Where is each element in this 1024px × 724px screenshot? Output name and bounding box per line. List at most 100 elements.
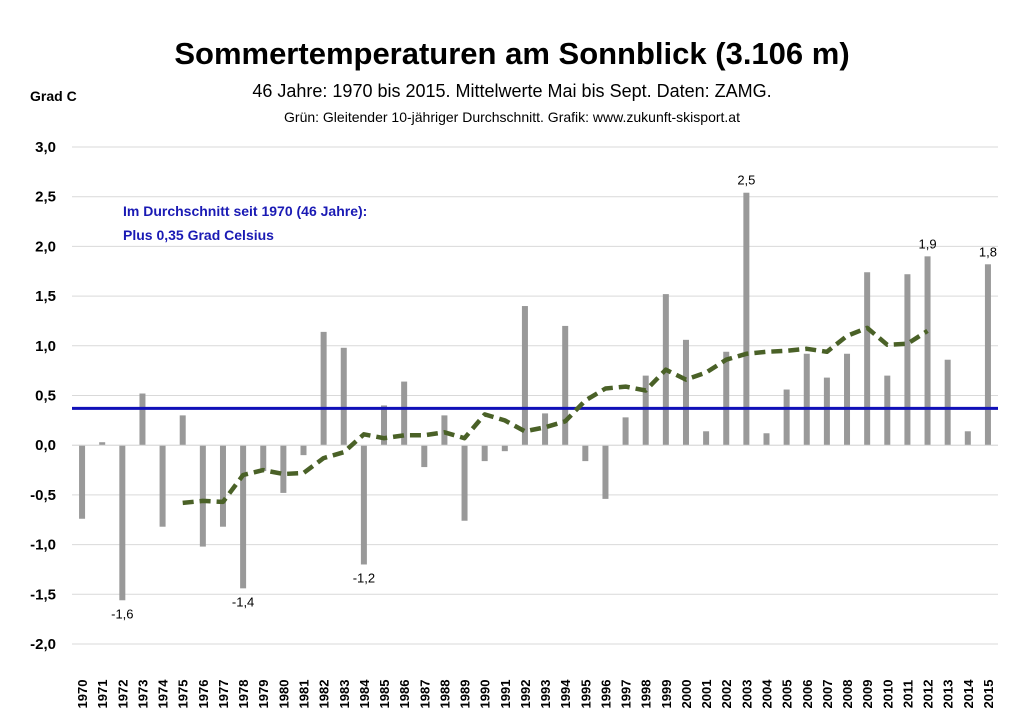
bar-2006 [803,353,810,446]
y-tick-label: -0,5 [30,487,56,504]
x-tick-label: 1996 [598,680,613,709]
y-axis-label: Grad C [30,88,77,104]
bar-1995 [582,445,589,462]
bar-1997 [622,417,629,446]
x-tick-label: 2008 [840,680,855,709]
bar-1991 [501,445,508,452]
bar-1987 [421,445,428,468]
x-tick-label: 1985 [377,680,392,709]
bar-1975 [179,415,186,446]
bar-2015 [984,264,991,446]
x-tick-label: 1993 [538,680,553,709]
data-label-2003: 2,5 [737,173,755,188]
bar-1979 [260,445,267,472]
x-tick-label: 2014 [961,679,976,709]
x-tick-label: 1992 [518,680,533,709]
y-tick-label: 3,0 [35,139,56,156]
bar-1984 [360,445,367,565]
y-tick-label: 1,0 [35,338,56,355]
y-tick-label: 0,5 [35,388,56,405]
x-tick-label: 1972 [115,680,130,709]
x-tick-label: 2004 [760,679,775,709]
x-tick-label: 2006 [800,680,815,709]
x-tick-label: 2013 [941,680,956,709]
data-label-1972: -1,6 [111,606,133,621]
average-annotation-line-2: Plus 0,35 Grad Celsius [123,227,274,243]
bar-2002 [723,351,730,446]
bar-1990 [481,445,488,462]
x-tick-label: 1977 [216,680,231,709]
bar-1973 [139,393,146,446]
x-tick-label: 1997 [619,680,634,709]
x-tick-label: 2003 [739,680,754,709]
bar-2003 [743,192,750,446]
bar-1989 [461,445,468,521]
x-tick-label: 1982 [317,680,332,709]
gridlines [72,146,998,645]
x-tick-label: 1999 [659,680,674,709]
x-tick-label: 2015 [981,680,996,709]
bar-1970 [79,445,86,519]
x-tick-label: 1978 [236,680,251,709]
y-tick-label: -2,0 [30,636,56,653]
bar-1994 [562,325,569,446]
y-tick-label: 2,5 [35,189,56,206]
x-tick-label: 1971 [95,680,110,709]
chart-subtitle-2: Grün: Gleitender 10-jähriger Durchschnit… [284,109,740,125]
bar-2008 [844,353,851,446]
y-tick-label: 0,0 [35,437,56,454]
x-tick-label: 2012 [921,680,936,709]
data-label-2012: 1,9 [919,236,937,251]
bar-1981 [300,445,307,456]
x-tick-label: 2010 [880,680,895,709]
bar-1971 [99,442,106,446]
x-tick-label: 1975 [176,680,191,709]
bar-1983 [340,347,347,446]
bar-2005 [783,389,790,446]
bar-1980 [280,445,287,493]
x-tick-label: 2011 [900,680,915,708]
x-tick-label: 1986 [397,680,412,709]
x-tick-label: 1981 [297,680,312,709]
bar-1992 [521,306,528,446]
bar-1976 [199,445,206,547]
moving-average-line [182,325,929,506]
data-label-1984: -1,2 [353,570,375,585]
x-tick-label: 2000 [679,680,694,709]
y-tick-label: 2,0 [35,238,56,255]
bar-2010 [884,375,891,446]
bar-series [79,192,991,601]
x-tick-label: 2009 [860,680,875,709]
x-axis-ticks: 1970 1971 1972 1973 1974 1975 1976 1977 1978 1979… [75,679,996,709]
bar-1974 [159,445,166,527]
bar-1998 [642,375,649,446]
bar-2009 [864,272,871,446]
x-tick-label: 1991 [498,680,513,709]
bar-2011 [904,274,911,446]
bar-2004 [763,433,770,446]
bar-2007 [823,377,830,446]
x-tick-label: 1987 [417,680,432,709]
bar-2000 [682,339,689,446]
bar-1986 [401,381,408,446]
data-label-2015: 1,8 [979,244,997,259]
x-tick-label: 1988 [437,680,452,709]
x-tick-label: 2007 [820,680,835,709]
x-tick-label: 1995 [578,680,593,709]
bar-1978 [240,445,247,589]
x-tick-label: 1979 [256,680,271,709]
x-tick-label: 2002 [719,680,734,709]
y-tick-label: -1,5 [30,586,56,603]
data-label-1978: -1,4 [232,594,254,609]
bar-1993 [542,413,549,446]
x-tick-label: 1984 [357,679,372,709]
chart-subtitle: 46 Jahre: 1970 bis 2015. Mittelwerte Mai… [252,81,771,101]
bar-1977 [219,445,226,527]
x-tick-label: 1980 [276,680,291,709]
average-annotation-line-1: Im Durchschnitt seit 1970 (46 Jahre): [123,203,367,219]
x-tick-label: 1998 [639,680,654,709]
x-tick-label: 1989 [458,680,473,709]
y-axis-ticks: 3,0 2,5 2,0 1,5 1,0 0,5 0,0 -0,5 -1,0 -1,5 -2,0 [30,139,56,653]
bar-2012 [924,256,931,446]
